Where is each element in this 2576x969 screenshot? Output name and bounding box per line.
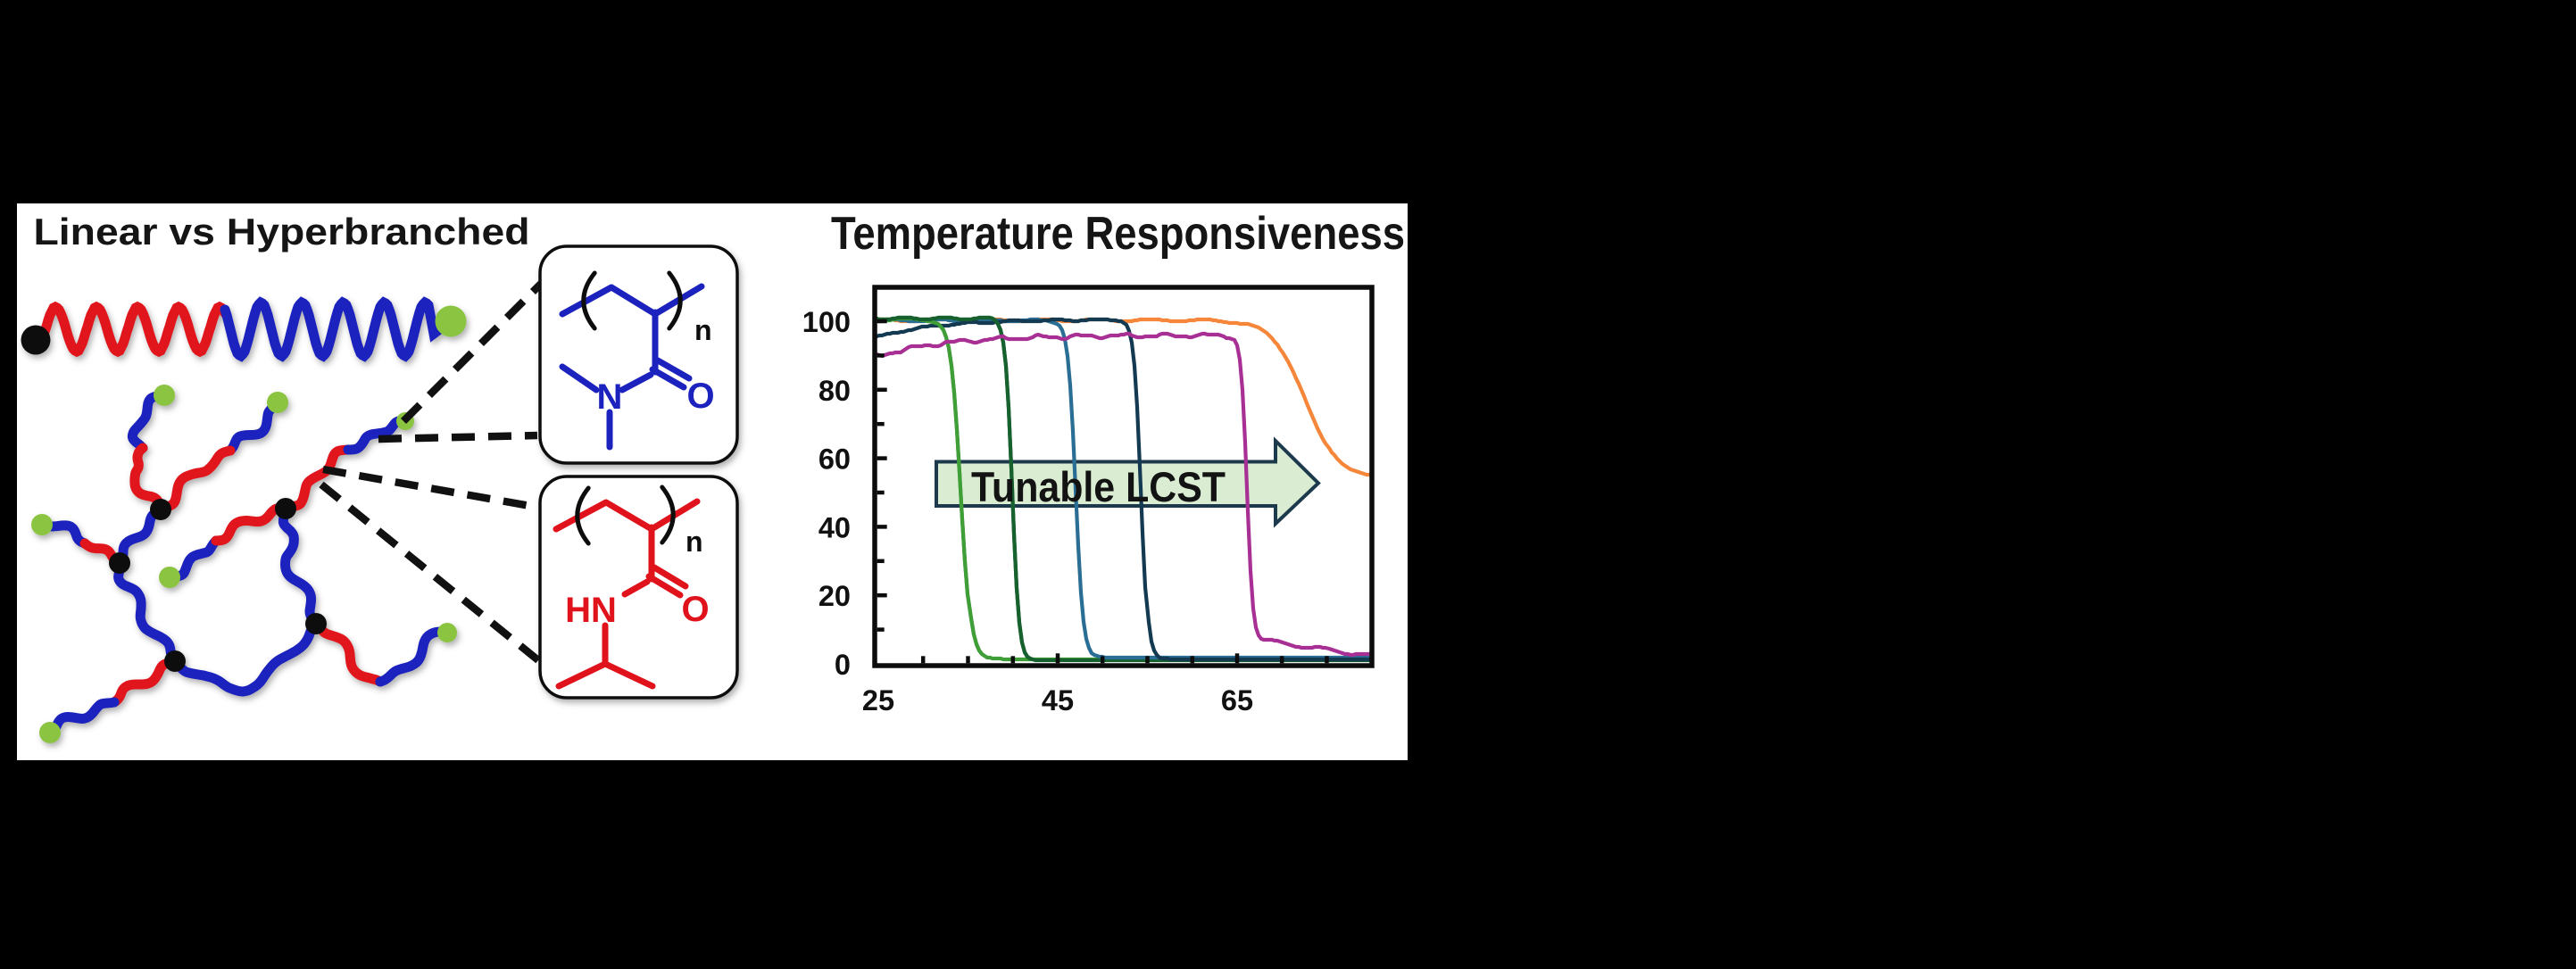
svg-text:n: n	[694, 314, 712, 346]
svg-text:n: n	[686, 526, 703, 558]
svg-text:25: 25	[862, 684, 894, 716]
svg-text:O: O	[681, 590, 709, 629]
svg-text:100: 100	[802, 306, 851, 338]
svg-text:45: 45	[1042, 684, 1074, 716]
svg-text:HN: HN	[565, 591, 617, 630]
svg-text:40: 40	[819, 511, 851, 543]
svg-text:Tunable LCST: Tunable LCST	[971, 463, 1226, 510]
svg-text:60: 60	[819, 443, 851, 476]
svg-text:Linear vs Hyperbranched: Linear vs Hyperbranched	[34, 211, 530, 253]
svg-text:80: 80	[819, 375, 851, 407]
svg-text:0: 0	[835, 649, 851, 681]
svg-text:20: 20	[819, 580, 851, 612]
svg-text:O: O	[686, 377, 714, 416]
svg-text:65: 65	[1221, 684, 1253, 716]
svg-text:Temperature Responsiveness: Temperature Responsiveness	[831, 208, 1405, 260]
